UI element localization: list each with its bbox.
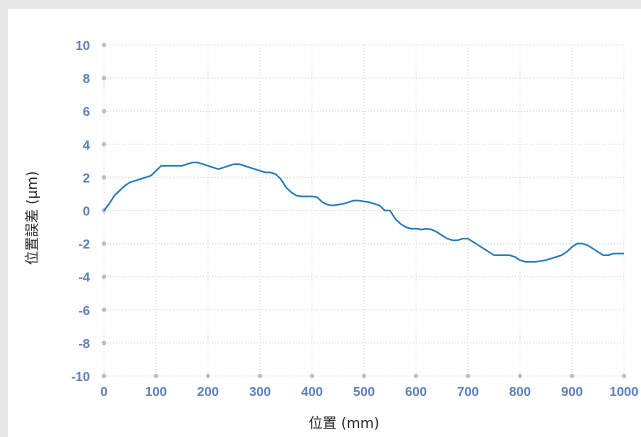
y-tick-label: 8 bbox=[83, 71, 90, 86]
y-tick-marker bbox=[101, 307, 107, 312]
y-tick-marker bbox=[101, 241, 107, 246]
y-tick-label: 10 bbox=[76, 38, 90, 53]
line-chart: 0 100 200 300 400 500 600 700 800 900 10001086420-… bbox=[25, 38, 638, 432]
y-tick-marker bbox=[101, 142, 107, 147]
y-tick-label: -10 bbox=[71, 369, 90, 384]
series-line bbox=[103, 161, 624, 263]
y-tick-marker bbox=[101, 373, 107, 379]
x-tick-label: 600 bbox=[405, 384, 427, 399]
x-tick-label: 800 bbox=[509, 384, 531, 399]
x-tick-label: 0 bbox=[100, 384, 107, 399]
plot-area bbox=[103, 161, 624, 263]
tick-labels: 0 100 200 300 400 500 600 700 800 900 10001086420-… bbox=[71, 38, 638, 399]
y-tick-marker bbox=[101, 75, 107, 81]
x-tick-label: 700 bbox=[457, 384, 479, 399]
x-tick-label: 900 bbox=[561, 384, 583, 399]
y-tick-marker bbox=[101, 274, 107, 279]
y-tick-label: -6 bbox=[78, 303, 90, 318]
x-tick-label: 1000 bbox=[610, 384, 639, 399]
x-tick-label: 200 bbox=[197, 384, 219, 399]
x-tick-marker bbox=[205, 373, 211, 379]
y-tick-label: 0 bbox=[83, 204, 90, 219]
x-tick-label: 300 bbox=[249, 384, 271, 399]
y-tick-label: -2 bbox=[78, 237, 90, 252]
y-tick-marker bbox=[101, 175, 107, 180]
chart-panel: 0 100 200 300 400 500 600 700 800 900 1000 10 8 6 4 2 0-… bbox=[8, 9, 641, 437]
y-tick-marker bbox=[101, 42, 107, 48]
y-tick-label: 2 bbox=[83, 170, 90, 185]
y-axis-title: 位置誤差 (µm) bbox=[25, 171, 41, 265]
x-tick-label: 400 bbox=[301, 384, 323, 399]
y-tick-label: -4 bbox=[78, 270, 90, 285]
y-tick-label: 4 bbox=[83, 137, 91, 152]
x-tick-label: 500 bbox=[353, 384, 375, 399]
x-axis-title: 位置 (mm) bbox=[309, 416, 380, 432]
y-tick-marker bbox=[101, 340, 107, 346]
y-tick-label: 6 bbox=[83, 104, 90, 119]
x-tick-marker bbox=[517, 373, 523, 379]
y-tick-label: -8 bbox=[78, 336, 90, 351]
grid bbox=[101, 42, 627, 379]
y-tick-marker bbox=[101, 109, 107, 114]
x-tick-marker bbox=[361, 373, 367, 379]
x-tick-label: 100 bbox=[145, 384, 167, 399]
